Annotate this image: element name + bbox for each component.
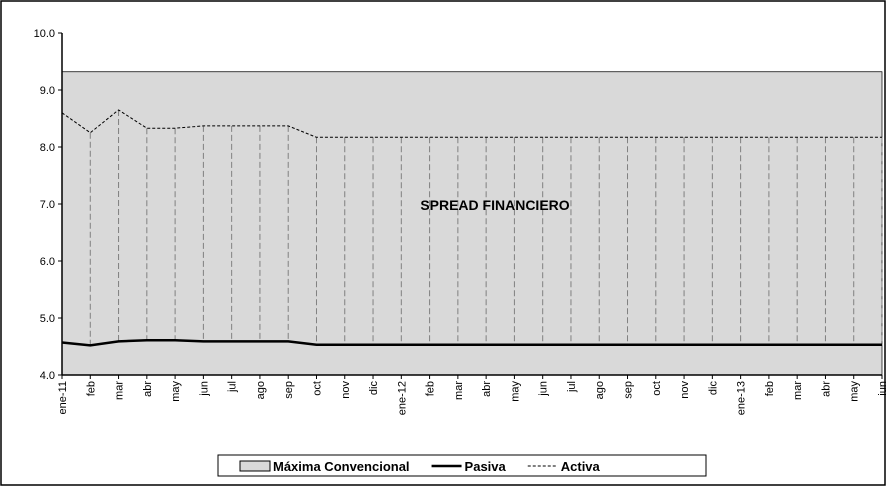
x-tick-label: dic <box>707 381 719 396</box>
x-tick-label: sep <box>283 381 295 399</box>
y-tick-label: 8.0 <box>40 142 55 154</box>
x-tick-label: may <box>509 381 521 402</box>
y-tick-label: 6.0 <box>40 256 55 268</box>
x-tick-label: mar <box>453 381 465 400</box>
x-tick-label: ago <box>594 381 606 399</box>
x-tick-label: nov <box>679 381 691 399</box>
annotation: SPREAD FINANCIERO <box>420 197 569 213</box>
x-tick-label: abr <box>481 381 493 397</box>
x-tick-label: ene-13 <box>736 381 748 415</box>
y-tick-label: 5.0 <box>40 313 55 325</box>
area <box>61 71 883 376</box>
x-tick-label: may <box>849 381 861 402</box>
x-tick-label: feb <box>425 381 437 396</box>
x-tick-label: jun <box>877 381 886 397</box>
line <box>61 109 882 138</box>
x-tick-label: mar <box>114 381 126 400</box>
x-tick-label: ene-12 <box>396 381 408 415</box>
x-tick-label: ago <box>255 381 267 399</box>
x-tick-label: may <box>170 381 182 402</box>
x-tick-label: abr <box>820 381 832 397</box>
x-tick-label: abr <box>142 381 154 397</box>
y-tick-label: 9.0 <box>40 85 55 97</box>
x-tick-label: jun <box>198 381 210 397</box>
x-tick-label: nov <box>340 381 352 399</box>
x-tick-label: dic <box>368 381 380 396</box>
x-tick-label: mar <box>792 381 804 400</box>
x-tick-label: jul <box>566 381 578 393</box>
legend-label: Pasiva <box>465 459 507 474</box>
legend-label: Activa <box>561 459 601 474</box>
y-tick-label: 4.0 <box>40 370 55 382</box>
x-tick-label: oct <box>651 381 663 396</box>
legend-label: Máxima Convencional <box>273 459 410 474</box>
x-tick-label: feb <box>85 381 97 396</box>
legend-swatch <box>239 460 271 472</box>
x-tick-label: jul <box>227 381 239 393</box>
x-tick-label: oct <box>311 381 323 396</box>
x-tick-label: sep <box>623 381 635 399</box>
legend: Máxima Convencional Pasiva Activa <box>239 459 601 474</box>
y-tick-label: 10.0 <box>34 28 55 40</box>
x-tick-label: ene-11 <box>57 381 69 414</box>
y-tick-label: 7.0 <box>40 199 55 211</box>
legend-box <box>217 454 707 477</box>
x-tick-label: feb <box>764 381 776 396</box>
line <box>61 338 882 347</box>
plot: 4.0 5.0 6.0 7.0 8.0 9.0 10.0 ene-11 feb mar abr may… <box>34 28 886 415</box>
x-tick-label: jun <box>538 381 550 397</box>
